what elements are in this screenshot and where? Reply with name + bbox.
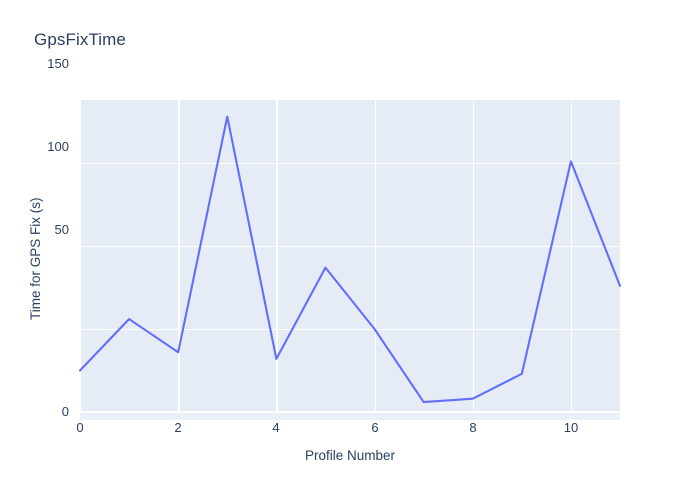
gridline-y-50 (80, 328, 620, 331)
gridline-x-0 (80, 100, 82, 412)
gridline-x-8 (472, 100, 475, 412)
x-axis-label: Profile Number (304, 448, 396, 463)
xtick-label-6: 6 (371, 420, 379, 435)
xtick-label-10: 10 (563, 420, 579, 435)
ytick-label-100: 100 (47, 139, 69, 154)
gridline-x-10 (570, 100, 573, 412)
data-series-line (78, 115, 622, 404)
ytick-label-50: 50 (54, 222, 69, 237)
gridline-y-100 (80, 245, 620, 248)
gridline-x-6 (374, 100, 376, 412)
gridline-y-150 (80, 162, 620, 165)
y-axis-label: Time for GPS Fix (s) (28, 197, 43, 320)
xtick-label-4: 4 (272, 420, 280, 435)
gridline-x-2 (178, 100, 180, 412)
ytick-label-0: 0 (61, 404, 69, 419)
page-title: GpsFixTime (34, 30, 126, 49)
ytick-label-150: 150 (47, 56, 69, 71)
gridline-y-0 (80, 410, 620, 412)
axis-zero-band (80, 413, 620, 420)
plot-area (78, 100, 622, 412)
xtick-label-2: 2 (174, 420, 182, 435)
gridline-x-4 (276, 100, 278, 412)
xtick-label-8: 8 (469, 420, 477, 435)
xtick-label-0: 0 (76, 420, 84, 435)
